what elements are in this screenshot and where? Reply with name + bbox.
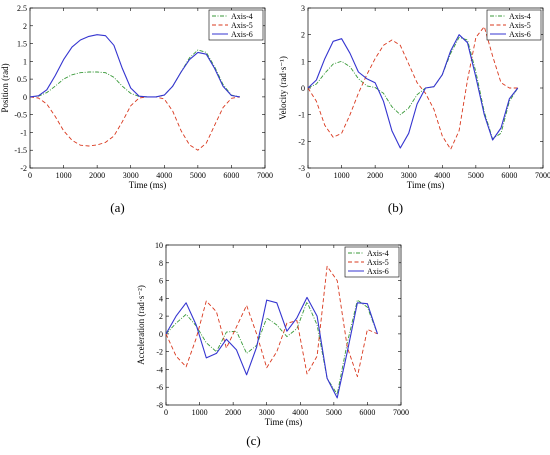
series-line-axis-6 [29,34,240,98]
legend-entry-label: Axis-4 [509,12,531,21]
x-tick-label: 5000 [468,171,484,180]
panel-label: (b) [388,200,403,215]
series-line-axis-6 [165,296,379,399]
y-tick-label: 2 [159,312,163,321]
y-axis-label: Acceleration (rad·s⁻²) [136,285,146,365]
legend-entry-label: Axis-5 [367,258,389,267]
plot-frame [165,244,402,406]
y-tick-label: -2 [20,164,27,173]
x-tick-label: 0 [306,171,310,180]
legend-entry-label: Axis-6 [231,30,253,39]
y-tick-label: 4 [159,294,163,303]
y-tick-label: 0 [301,84,305,93]
chart-panel-1: 0 1000 2000 3000 4000 5000 6000 7000 -2 -1.5 -1 -0.… [0,4,273,215]
x-tick-label: 0 [28,171,32,180]
x-axis-label: Time (ms) [265,417,302,427]
legend-entry-label: Axis-6 [367,267,389,276]
x-tick-label: 0 [164,408,168,417]
x-tick-label: 3000 [259,408,275,417]
legend-entry-label: Axis-4 [231,12,253,21]
y-tick-label: -8 [156,401,163,410]
x-axis-label: Time (ms) [129,180,166,190]
x-tick-label: 4000 [292,408,308,417]
x-tick-label: 7000 [257,171,273,180]
y-axis-label: Velocity (rad·s⁻¹) [278,56,288,120]
legend-entry-label: Axis-4 [367,249,389,258]
chart-panel-3: 0 1000 2000 3000 4000 5000 6000 7000 -8 -6 -4 -2 0 2 4… [136,241,409,448]
x-tick-label: 3000 [123,171,139,180]
y-tick-label: -2 [156,348,163,357]
y-tick-label: 8 [159,259,163,268]
y-tick-label: 0 [159,330,163,339]
y-tick-label: 0.5 [17,75,27,84]
y-tick-label: -4 [156,365,163,374]
x-tick-label: 4000 [434,171,450,180]
series-line-axis-4 [29,49,240,98]
y-tick-label: 1 [301,57,305,66]
x-tick-label: 7000 [535,171,550,180]
plot-frame [29,7,266,169]
y-tick-label: 1 [23,57,27,66]
x-tick-label: 7000 [393,408,409,417]
y-tick-label: 6 [159,277,163,286]
y-tick-label: -1 [20,128,27,137]
y-tick-label: -2 [298,137,305,146]
legend-entry-label: Axis-5 [509,21,531,30]
x-tick-label: 1000 [192,408,208,417]
legend-box [208,9,264,41]
y-tick-label: 3 [301,4,305,13]
y-tick-label: -6 [156,383,163,392]
x-tick-label: 6000 [359,408,375,417]
y-tick-label: -1 [298,111,305,120]
y-tick-label: 10 [155,241,163,250]
chart-panel-2: 0 1000 2000 3000 4000 5000 6000 7000 -3 -2 -1 0 1 2 3 T… [278,4,550,215]
y-tick-label: 0 [23,93,27,102]
panel-label: (a) [110,200,124,215]
x-tick-label: 2000 [225,408,241,417]
y-tick-label: -0.5 [14,111,27,120]
x-tick-label: 2000 [89,171,105,180]
y-tick-label: -1.5 [14,146,27,155]
y-tick-label: 2.5 [17,4,27,13]
x-tick-label: 2000 [367,171,383,180]
series-line-axis-5 [165,265,378,378]
series-line-axis-5 [307,26,518,150]
y-axis-label: Position (rad) [0,63,10,112]
y-tick-label: 2 [301,31,305,40]
legend-box [344,246,400,278]
series-line-axis-4 [307,36,519,140]
y-tick-label: 1.5 [17,40,27,49]
x-tick-label: 6000 [501,171,517,180]
series-line-axis-6 [307,34,519,149]
series-line-axis-4 [165,299,378,395]
x-tick-label: 3000 [401,171,417,180]
legend-entry-label: Axis-6 [509,30,531,39]
x-tick-label: 4000 [156,171,172,180]
legend-entry-label: Axis-5 [231,21,253,30]
legend-box [486,9,542,41]
x-tick-label: 6000 [223,171,239,180]
x-tick-label: 5000 [190,171,206,180]
x-tick-label: 1000 [334,171,350,180]
x-tick-label: 1000 [56,171,72,180]
x-tick-label: 5000 [326,408,342,417]
y-tick-label: 2 [23,22,27,31]
y-tick-label: -3 [298,164,305,173]
panel-label: (c) [246,433,260,448]
series-line-axis-5 [29,96,240,151]
x-axis-label: Time (ms) [407,180,444,190]
